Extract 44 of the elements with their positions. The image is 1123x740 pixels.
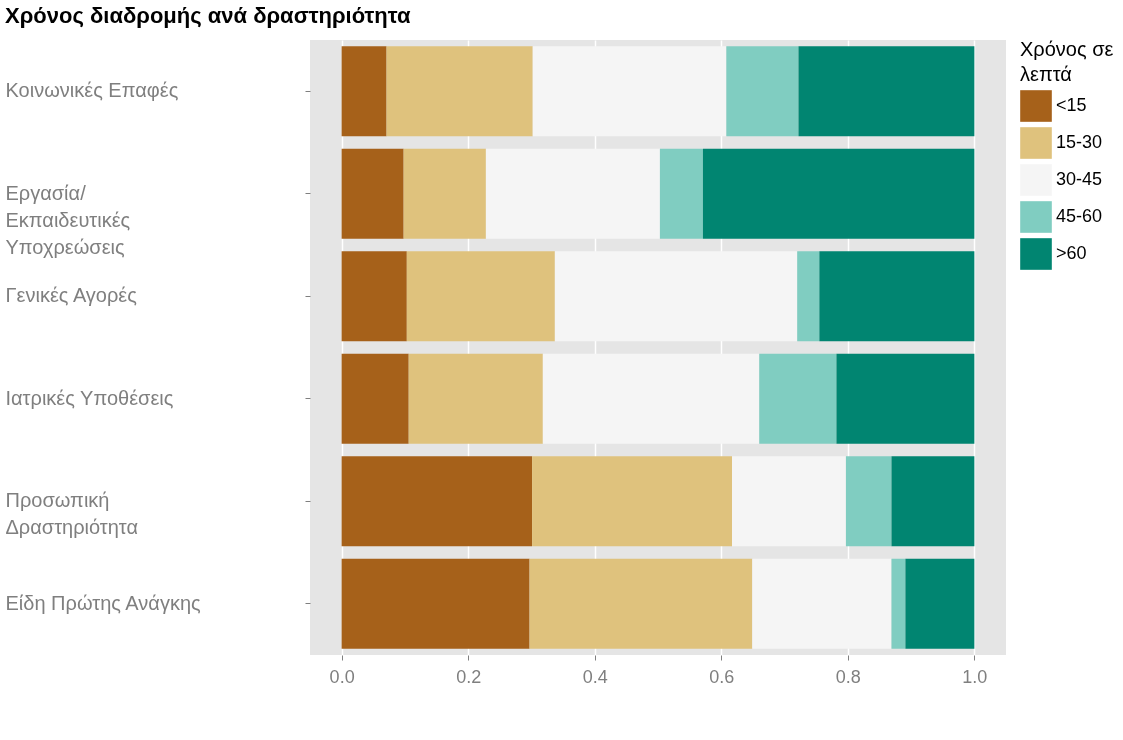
bar	[532, 456, 733, 547]
bar	[798, 46, 975, 137]
bar	[341, 46, 387, 137]
bar	[406, 251, 555, 342]
bar	[891, 456, 975, 547]
x-tick-label: 0.4	[582, 666, 608, 687]
y-tick-label: Γενικές Αγορές	[5, 284, 138, 307]
legend-label: 45-60	[1056, 206, 1103, 226]
bar	[836, 353, 975, 444]
bar	[341, 251, 407, 342]
legend-label: 15-30	[1056, 132, 1103, 152]
x-tick-label: 0.0	[329, 666, 355, 687]
legend-label: 30-45	[1056, 169, 1103, 189]
y-tick-label: Κοινωνικές Επαφές	[5, 79, 179, 102]
x-tick-label: 0.6	[709, 666, 735, 687]
y-tick-label: Προσωπική Δραστηριότητα	[5, 489, 139, 539]
bar	[726, 46, 799, 137]
x-tick-label: 0.2	[456, 666, 482, 687]
legend-label: <15	[1056, 95, 1087, 115]
chart-title: Χρόνος διαδρομής ανά δραστηριότητα	[5, 3, 411, 28]
bar	[341, 353, 409, 444]
y-tick-label: Ιατρικές Υποθέσεις	[5, 386, 174, 409]
bar	[702, 148, 975, 239]
x-tick-label: 0.8	[835, 666, 861, 687]
bar	[408, 353, 543, 444]
bar	[341, 456, 533, 547]
legend-label: >60	[1056, 243, 1087, 263]
bar	[797, 251, 820, 342]
bar	[341, 558, 530, 649]
bar	[403, 148, 486, 239]
legend-title: Χρόνος σε λεπτά	[1020, 38, 1114, 85]
bar	[341, 148, 404, 239]
bar	[759, 353, 837, 444]
bar	[891, 558, 906, 649]
bar	[659, 148, 703, 239]
y-tick-label: Είδη Πρώτης Ανάγκης	[5, 591, 202, 614]
bar	[386, 46, 533, 137]
bar	[732, 456, 846, 547]
y-tick-label: Εργασία/ Εκπαιδευτικές Υποχρεώσεις	[5, 181, 131, 258]
bar	[845, 456, 892, 547]
bar	[819, 251, 975, 342]
bar	[529, 558, 753, 649]
bar	[905, 558, 975, 649]
x-tick-label: 1.0	[962, 666, 988, 687]
